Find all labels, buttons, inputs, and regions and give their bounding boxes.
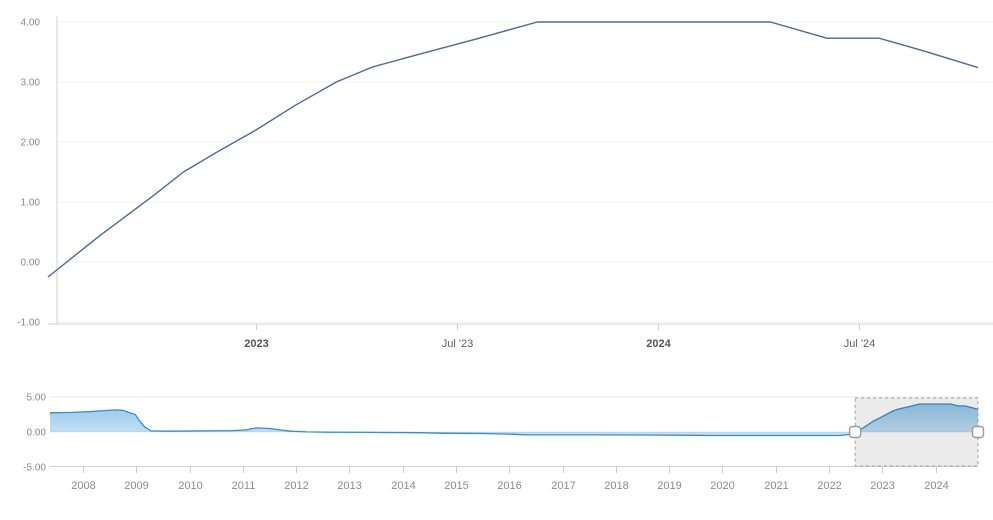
main-ytick-label: 4.00 bbox=[21, 18, 41, 29]
navigator-ytick-label: -5.00 bbox=[23, 463, 46, 474]
navigator-selected-range[interactable] bbox=[854, 397, 979, 467]
main-series[interactable] bbox=[47, 21, 979, 278]
navigator-xtick-label: 2023 bbox=[870, 480, 894, 492]
main-xtick-label: Jul '23 bbox=[442, 338, 473, 350]
navigator-series bbox=[49, 403, 979, 437]
navigator-gridlines bbox=[50, 396, 978, 433]
navigator-axes bbox=[50, 466, 978, 473]
main-ytick-label: 3.00 bbox=[21, 78, 41, 89]
navigator-xtick-label: 2011 bbox=[232, 480, 256, 492]
navigator-xtick-label: 2010 bbox=[178, 480, 202, 492]
navigator-xtick-label: 2020 bbox=[710, 480, 734, 492]
navigator-xtick-label: 2015 bbox=[444, 480, 468, 492]
main-ytick-label: -1.00 bbox=[17, 318, 40, 329]
navigator-xtick-label: 2024 bbox=[924, 480, 948, 492]
navigator-xaxis-labels: 2008 2009 2010 2011 2012 2013 2014 2015 2016 2017… bbox=[71, 480, 948, 492]
navigator-series-line bbox=[49, 403, 979, 437]
main-ytick-label: 1.00 bbox=[21, 198, 41, 209]
navigator-xtick-label: 2019 bbox=[657, 480, 681, 492]
main-series-line[interactable] bbox=[47, 21, 979, 278]
navigator-ytick-label: 0.00 bbox=[27, 428, 47, 439]
navigator-xtick-label: 2013 bbox=[337, 480, 361, 492]
navigator-xtick-label: 2012 bbox=[284, 480, 308, 492]
navigator-xtick-label: 2008 bbox=[71, 480, 95, 492]
navigator-xtick-label: 2021 bbox=[764, 480, 788, 492]
main-axes bbox=[48, 16, 993, 330]
main-ytick-label: 2.00 bbox=[21, 138, 41, 149]
main-yaxis-labels: 4.00 3.00 2.00 1.00 0.00 -1.00 bbox=[17, 18, 40, 329]
navigator-handle-right[interactable] bbox=[971, 425, 985, 439]
main-gridlines bbox=[57, 21, 993, 323]
navigator-xtick-label: 2009 bbox=[124, 480, 148, 492]
main-xtick-label: 2023 bbox=[244, 338, 268, 350]
navigator-xtick-label: 2017 bbox=[551, 480, 575, 492]
main-ytick-label: 0.00 bbox=[21, 258, 41, 269]
navigator-xtick-label: 2022 bbox=[817, 480, 841, 492]
navigator-ytick-label: 5.00 bbox=[27, 393, 47, 404]
main-xtick-label: Jul '24 bbox=[844, 338, 875, 350]
navigator-xtick-label: 2018 bbox=[604, 480, 628, 492]
main-xaxis-labels: 2023 Jul '23 2024 Jul '24 bbox=[244, 338, 875, 350]
navigator-xtick-label: 2014 bbox=[391, 480, 415, 492]
navigator-yaxis-labels: 5.00 0.00 -5.00 bbox=[23, 393, 46, 474]
main-xtick-label: 2024 bbox=[646, 338, 671, 350]
navigator-selection-group[interactable] bbox=[848, 397, 985, 467]
navigator-xtick-label: 2016 bbox=[497, 480, 521, 492]
navigator-handle-left[interactable] bbox=[848, 425, 862, 439]
